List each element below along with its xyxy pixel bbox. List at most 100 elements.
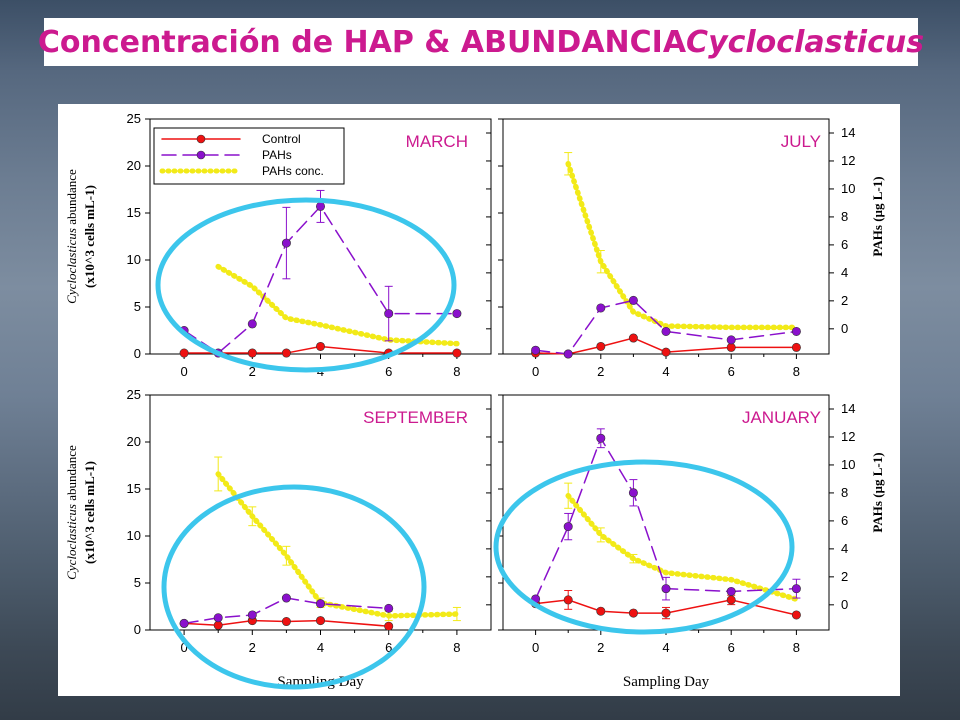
y-label-italic: Cycloclasticus [64, 504, 79, 580]
panel-title: SEPTEMBER [363, 408, 468, 427]
y-axis-label: Cycloclasticus abundance [64, 445, 79, 580]
plot-frame [502, 118, 830, 355]
panel-september: 0 2 4 6 8 0 5 10 15 20 25 Cycloclasticus abundance(… [64, 387, 492, 690]
data-point [661, 584, 671, 594]
x-tick-label: 6 [728, 640, 735, 655]
y-right-tick-label: 6 [841, 237, 848, 252]
data-point [596, 433, 606, 443]
data-point [384, 309, 394, 319]
data-point [596, 341, 606, 351]
data-point [315, 341, 325, 351]
page-title: Concentración de HAP & ABUNDANCIA Cycloc… [38, 18, 924, 66]
title-italic: Cycloclasticus [686, 24, 925, 60]
highlight-ellipse-september [161, 484, 427, 690]
y-label-italic: Cycloclasticus [64, 228, 79, 304]
data-point [726, 595, 736, 605]
y-tick-label: 0 [134, 622, 141, 637]
legend: Control PAHs PAHs conc. [153, 127, 345, 185]
y-tick-label: 15 [127, 481, 141, 496]
data-point [179, 348, 189, 358]
y-right-tick-label: 6 [841, 513, 848, 528]
x-axis-label: Sampling Day [623, 674, 710, 690]
y-right-tick-label: 14 [841, 125, 855, 140]
y-tick-label: 25 [127, 387, 141, 402]
y-tick-label: 25 [127, 111, 141, 126]
data-point [596, 303, 606, 313]
legend-marker [196, 150, 206, 160]
x-tick-label: 8 [453, 640, 460, 655]
y-right-tick-label: 4 [841, 541, 848, 556]
data-point [213, 620, 223, 630]
y-tick-label: 20 [127, 434, 141, 449]
data-point [628, 488, 638, 498]
x-tick-label: 2 [597, 364, 604, 379]
y-right-tick-label: 12 [841, 153, 855, 168]
x-tick-label: 4 [662, 640, 669, 655]
series-line-pahs [183, 597, 390, 625]
legend-label: Control [262, 132, 301, 146]
legend-label: PAHs conc. [262, 164, 324, 178]
y-tick-label: 5 [134, 575, 141, 590]
data-point [726, 335, 736, 345]
y-tick-label: 10 [127, 528, 141, 543]
panel-title: JULY [781, 132, 821, 151]
data-point [563, 349, 573, 359]
x-tick-label: 8 [453, 364, 460, 379]
data-point [563, 595, 573, 605]
y-right-tick-label: 14 [841, 401, 855, 416]
data-point [315, 616, 325, 626]
panel-january: 0 2 4 6 8 0 2 4 6 8 10 12 14 PAHs (µg L-1) Sampling Da… [498, 394, 885, 690]
x-tick-label: 0 [180, 640, 187, 655]
legend-label: PAHs [262, 148, 292, 162]
data-point [452, 309, 462, 319]
data-point [661, 347, 671, 357]
y-right-tick-label: 2 [841, 569, 848, 584]
y-right-axis-label: PAHs (µg L-1) [870, 452, 885, 532]
chart-area: 0 2 4 6 8 0 5 10 15 20 25 Cycloclasticus abundance(… [58, 104, 900, 696]
y-tick-label: 10 [127, 252, 141, 267]
y-right-tick-label: 10 [841, 457, 855, 472]
data-point [247, 610, 257, 620]
panel-title: JANUARY [742, 408, 821, 427]
series-line-pahs-conc- [565, 492, 800, 602]
title-main: Concentración de HAP & ABUNDANCIA [37, 24, 687, 60]
data-point [281, 593, 291, 603]
x-tick-label: 6 [728, 364, 735, 379]
y-label-rest: abundance [64, 445, 79, 504]
y-right-axis-label: PAHs (µg L-1) [870, 176, 885, 256]
data-point [179, 618, 189, 628]
data-point [384, 621, 394, 631]
y-right-tick-label: 0 [841, 597, 848, 612]
data-point [281, 617, 291, 627]
data-point [247, 348, 257, 358]
data-point [281, 348, 291, 358]
data-point [563, 522, 573, 532]
data-point [315, 599, 325, 609]
data-point [661, 608, 671, 618]
y-axis-label-units: (x10^3 cells mL-1) [82, 461, 97, 564]
y-right-tick-label: 0 [841, 321, 848, 336]
panel-title: MARCH [406, 132, 468, 151]
y-right-tick-label: 12 [841, 429, 855, 444]
data-point [791, 326, 801, 336]
data-point [726, 586, 736, 596]
highlight-ellipse-january [493, 459, 795, 635]
y-tick-label: 5 [134, 299, 141, 314]
x-tick-label: 2 [597, 640, 604, 655]
y-right-tick-label: 8 [841, 209, 848, 224]
x-tick-label: 0 [532, 364, 539, 379]
y-right-tick-label: 10 [841, 181, 855, 196]
series-line-pahs-conc- [215, 471, 460, 619]
data-point [315, 201, 325, 211]
series-line-control [183, 619, 390, 627]
y-right-tick-label: 8 [841, 485, 848, 500]
data-point [452, 348, 462, 358]
y-axis-label: Cycloclasticus abundance [64, 169, 79, 304]
plot-frame [149, 394, 492, 631]
data-point [596, 606, 606, 616]
data-point [628, 333, 638, 343]
series-line-pahs-conc- [565, 161, 800, 331]
data-point [531, 345, 541, 355]
y-right-tick-label: 2 [841, 293, 848, 308]
